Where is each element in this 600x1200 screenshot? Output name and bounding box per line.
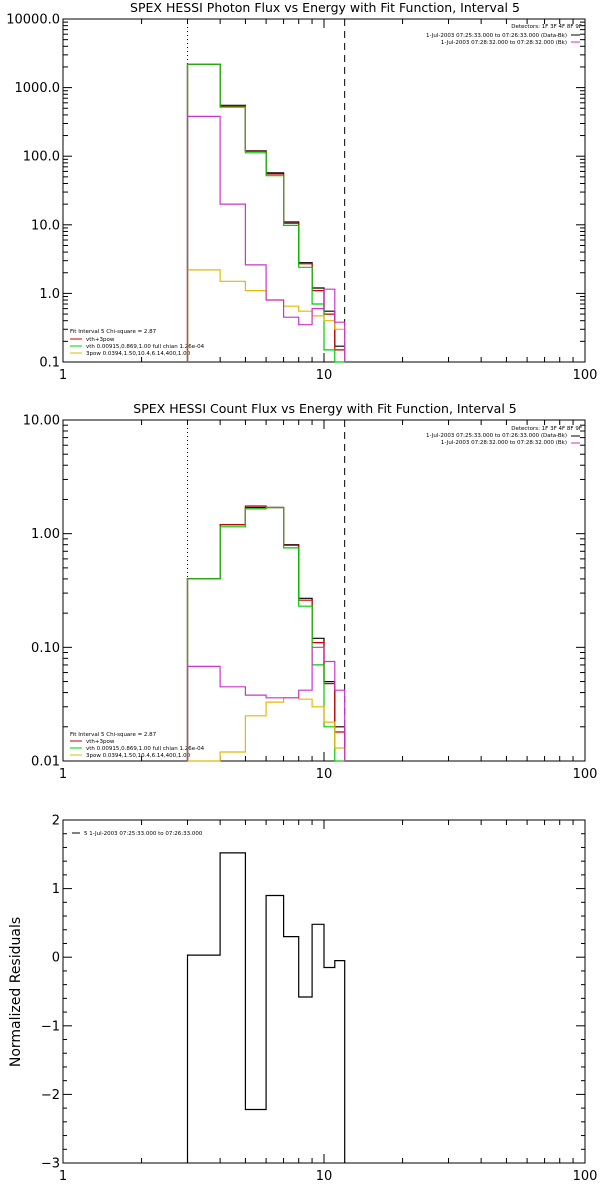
count-flux-series-bk [186,646,346,761]
photon-flux-y-tick-label: 1000.0 [15,81,61,96]
residuals-y-tick-label: −3 [41,1157,60,1172]
count-flux-series-3pow [187,697,346,762]
photon-flux-series-vth-3pow [186,63,346,362]
count-flux-panel: SPEX HESSI Count Flux vs Energy with Fit… [23,401,598,782]
photon-flux-legend-vth-label: vth 0.00915,0.869,1.00 full chian 1.26e-… [86,344,205,350]
photon-flux-detectors-label: Detectors: 1F 3F 4F 8F 9F [511,24,582,30]
photon-flux-legend-bk-label: 1-Jul-2003 07:28:32.000 to 07:28:32.000 … [441,40,567,46]
count-flux-x-tick-label: 1 [59,767,67,782]
count-flux-x-tick-label: 10 [316,767,333,782]
residuals-y-axis-label: Normalized Residuals [8,917,24,1067]
count-flux-series-vth-3pow [186,505,346,761]
residuals-plot-frame [62,819,586,1164]
photon-flux-legend-data-label: 1-Jul-2003 07:25:33.000 to 07:26:33.000 … [426,33,567,39]
count-flux-y-tick-label: 0.01 [31,755,60,770]
photon-flux-series-3pow [186,269,346,362]
photon-flux-legend-top-right: Detectors: 1F 3F 4F 8F 9F 1-Jul-2003 07:… [426,24,582,46]
residuals-series-residuals [186,852,346,1163]
residuals-panel: Normalized Residuals 5 1-Jul-2003 07:25:… [8,814,597,1185]
residuals-x-tick-label: 1 [59,1169,67,1184]
residuals-y-tick-label: 1 [52,882,60,897]
photon-flux-legend-bottom-left: Fit Interval 5 Chi-square = 2.87 vth+3po… [70,329,205,357]
photon-flux-series-vth [186,63,345,363]
count-flux-detectors-label: Detectors: 1F 3F 4F 8F 9F [511,426,582,432]
photon-flux-y-tick-label: 1.0 [39,287,60,302]
count-flux-legend-bk-label: 1-Jul-2003 07:28:32.000 to 07:28:32.000 … [441,440,567,446]
count-flux-legend-data-label: 1-Jul-2003 07:25:33.000 to 07:26:33.000 … [426,433,567,439]
photon-flux-x-tick-label: 1 [59,368,67,383]
photon-flux-legend-3pow-label: 3pow 0.0394,1.50,10.4,6.14,400,1.00 [86,351,191,357]
residuals-x-tick-label: 100 [573,1169,598,1184]
photon-flux-y-tick-label: 100.0 [23,150,60,165]
count-flux-y-tick-label: 1.00 [31,527,60,542]
photon-flux-title: SPEX HESSI Photon Flux vs Energy with Fi… [130,0,520,15]
residuals-legend: 5 1-Jul-2003 07:25:33.000 to 07:26:33.00… [72,831,203,837]
count-flux-title: SPEX HESSI Count Flux vs Energy with Fit… [133,401,516,416]
photon-flux-x-tick-label: 100 [573,368,598,383]
photon-flux-series-bk [186,115,346,362]
photon-flux-y-tick-label: 10000.0 [6,13,60,28]
count-flux-series-data-bk [186,506,346,761]
count-flux-y-tick-label: 10.00 [23,414,60,429]
residuals-y-tick-label: 0 [52,951,60,966]
count-flux-legend-vth-label: vth 0.00915,0.869,1.00 full chian 1.26e-… [86,746,205,752]
photon-flux-fit-label: Fit Interval 5 Chi-square = 2.87 [70,329,157,335]
count-flux-legend-fit-label: vth+3pow [86,739,115,745]
count-flux-legend-bottom-left: Fit Interval 5 Chi-square = 2.87 vth+3po… [70,732,205,759]
count-flux-series-vth [186,506,345,762]
count-flux-legend-top-right: Detectors: 1F 3F 4F 8F 9F 1-Jul-2003 07:… [426,426,582,446]
residuals-y-tick-label: −1 [41,1019,60,1034]
photon-flux-panel: SPEX HESSI Photon Flux vs Energy with Fi… [6,0,597,383]
residuals-y-tick-label: −2 [41,1088,60,1103]
residuals-y-tick-label: 2 [52,814,60,829]
count-flux-x-tick-label: 100 [573,767,598,782]
photon-flux-y-tick-label: 0.1 [39,356,60,371]
photon-flux-y-tick-label: 10.0 [31,218,60,233]
count-flux-fit-label: Fit Interval 5 Chi-square = 2.87 [70,732,157,738]
photon-flux-x-tick-label: 10 [316,368,333,383]
residuals-x-tick-label: 10 [316,1169,333,1184]
residuals-legend-label: 5 1-Jul-2003 07:25:33.000 to 07:26:33.00… [84,831,203,837]
count-flux-legend-3pow-label: 3pow 0.0394,1.50,10.4,6.14,400,1.00 [86,753,191,759]
photon-flux-series-data-bk [186,63,346,362]
count-flux-y-tick-label: 0.10 [31,641,60,656]
photon-flux-legend-fit-label: vth+3pow [86,337,115,343]
